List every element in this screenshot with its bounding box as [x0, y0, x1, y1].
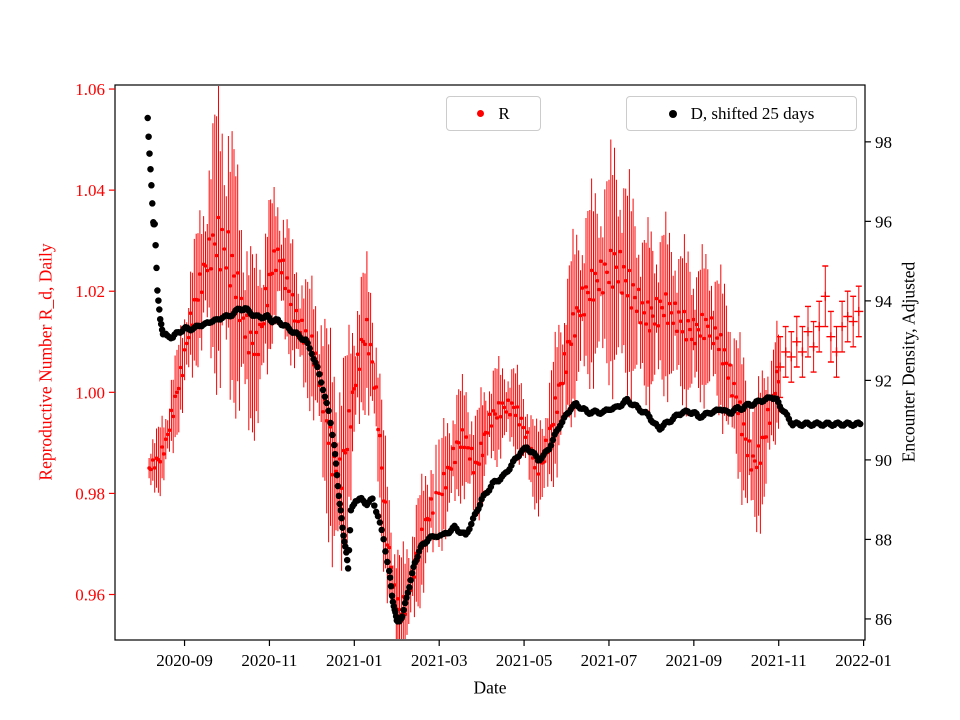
x-tick-label: 2021-03: [411, 651, 468, 670]
x-tick-label: 2021-09: [666, 651, 723, 670]
r-markers: [147, 215, 781, 616]
r-series-marker-icon: [477, 110, 485, 117]
left-y-tick-label: 1.06: [75, 80, 105, 99]
right-axis-title: Encounter Density, Adjusted: [898, 261, 919, 463]
left-y-tick-label: 1.04: [75, 181, 105, 200]
x-tick-label: 2021-05: [496, 651, 553, 670]
x-tick-label: 2021-07: [581, 651, 638, 670]
right-y-tick-label: 86: [875, 610, 892, 629]
left-y-tick-label: 0.98: [75, 484, 105, 503]
x-tick-label: 2021-11: [751, 651, 807, 670]
left-axis-title: Reproductive Number R_d, Daily: [35, 243, 56, 481]
right-y-tick-label: 96: [875, 212, 892, 231]
left-y-tick-label: 1.02: [75, 282, 105, 301]
r-plus-markers: [775, 265, 864, 399]
right-y-tick-label: 90: [875, 451, 892, 470]
x-tick-label: 2022-01: [835, 651, 892, 670]
left-y-tick-label: 1.00: [75, 383, 105, 402]
right-y-tick-label: 94: [875, 292, 893, 311]
x-tick-label: 2021-01: [326, 651, 383, 670]
legend-d-label: D, shifted 25 days: [690, 103, 815, 123]
x-tick-label: 2020-09: [156, 651, 213, 670]
legend-r: R: [446, 96, 541, 131]
right-y-tick-label: 98: [875, 133, 892, 152]
d-series-marker-icon: [668, 109, 677, 118]
plot-border: [114, 84, 866, 641]
legend-r-label: R: [498, 103, 510, 123]
left-y-tick-label: 0.96: [75, 586, 105, 605]
legend-d: D, shifted 25 days: [626, 96, 857, 131]
right-y-tick-label: 92: [875, 371, 892, 390]
r-errorbars: [148, 86, 860, 639]
x-axis-title: Date: [473, 677, 507, 698]
x-tick-label: 2020-11: [241, 651, 297, 670]
d-markers: [144, 114, 864, 625]
right-y-tick-label: 88: [875, 530, 892, 549]
